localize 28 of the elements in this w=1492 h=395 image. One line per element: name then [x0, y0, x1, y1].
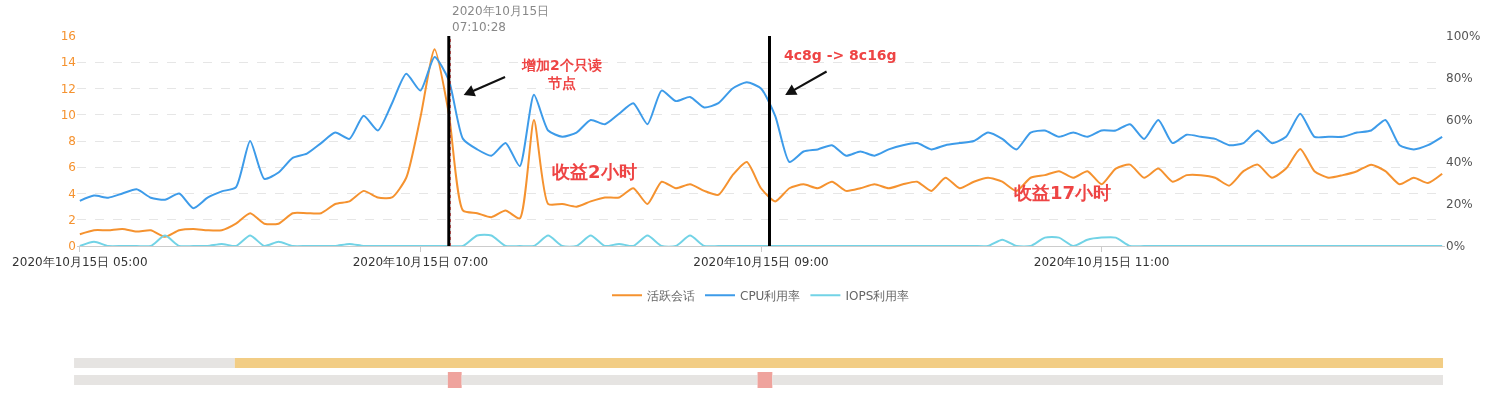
annotation: 4c8g -> 8c16g — [784, 47, 897, 63]
line-series — [78, 48, 1444, 238]
annotation: 增加2个只读节点 — [521, 57, 602, 92]
ref-line-label: 2020年10月15日 07:10:28 — [452, 4, 550, 34]
annotation: 收益17小时 — [1014, 182, 1112, 203]
y-tick-label: 8 — [68, 134, 76, 149]
y2-tick-label: 60% — [1446, 113, 1473, 128]
x-tick-label: 2020年10月15日 07:00 — [352, 255, 489, 270]
y2-tick-label: 80% — [1446, 71, 1473, 86]
y-tick-label: 6 — [68, 160, 76, 175]
legend-label: IOPS利用率 — [845, 289, 910, 304]
y2-tick-label: 20% — [1446, 197, 1473, 212]
y2-tick-label: 0% — [1446, 239, 1466, 254]
y-tick-label: 4 — [68, 186, 76, 201]
annotation: 收益2小时 — [552, 161, 637, 182]
x-tick-label: 2020年10月15日 05:00 — [12, 255, 148, 270]
y-tick-label: 12 — [60, 81, 76, 96]
x-tick-label: 2020年10月15日 11:00 — [1033, 255, 1170, 270]
y-tick-label: 10 — [60, 107, 76, 122]
legend-label: CPU利用率 — [740, 289, 801, 304]
y2-tick-label: 40% — [1446, 155, 1473, 170]
y-tick-label: 2 — [68, 212, 76, 227]
y-tick-label: 0 — [68, 239, 76, 254]
y-tick-label: 16 — [60, 29, 76, 44]
legend-label: 活跃会话 — [647, 289, 695, 304]
y2-tick-label: 100% — [1446, 29, 1481, 44]
y-tick-label: 14 — [60, 55, 76, 70]
x-tick-label: 2020年10月15日 09:00 — [693, 255, 829, 270]
